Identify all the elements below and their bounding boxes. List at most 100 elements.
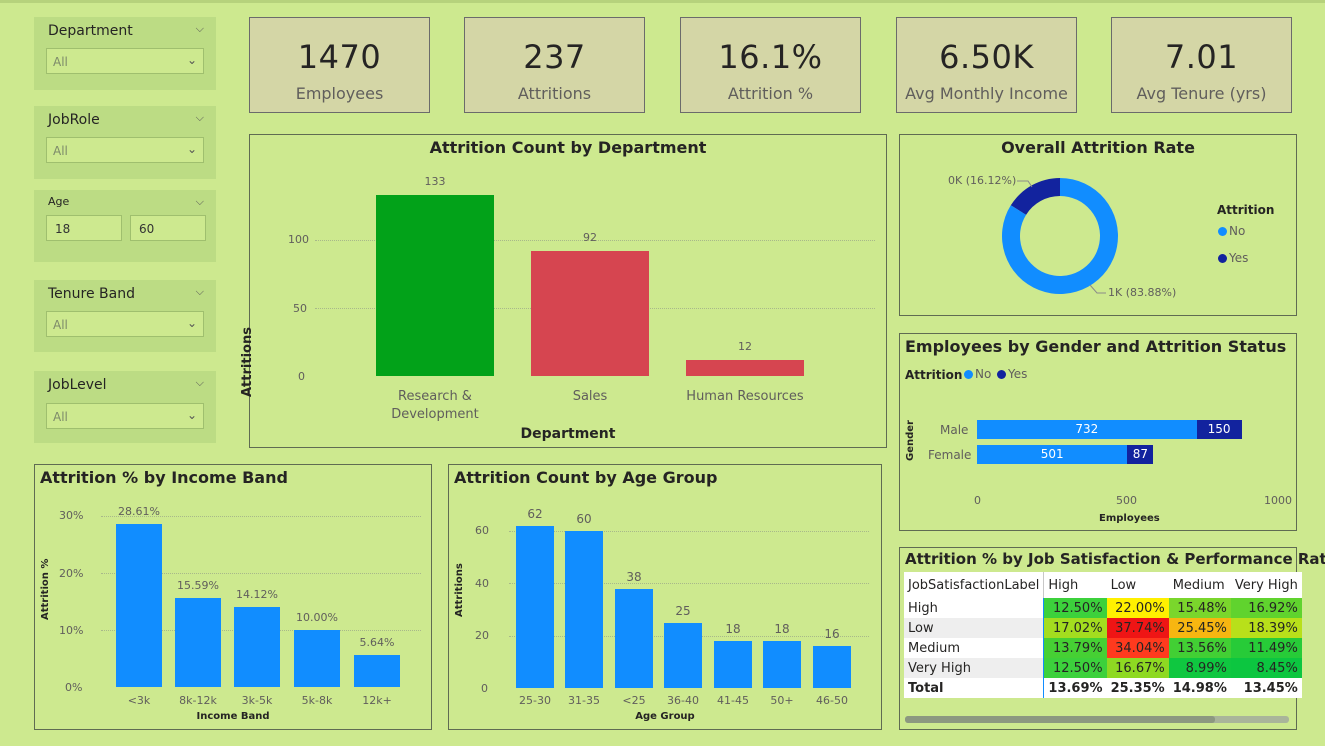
category-label: Development <box>391 407 479 422</box>
bar-gender-yes[interactable]: 87 <box>1127 445 1154 464</box>
chart-attrition-by-age-group[interactable]: Attrition Count by Age Group Attritions … <box>448 464 882 730</box>
bar-age[interactable] <box>565 531 603 688</box>
matrix-row-label[interactable]: Low <box>904 618 1045 638</box>
age-min-input[interactable]: 18 <box>46 215 122 241</box>
legend-no-label[interactable]: No <box>1229 224 1246 238</box>
y-tick: 0 <box>481 682 488 695</box>
bar-age[interactable] <box>763 640 801 688</box>
bar-age[interactable] <box>664 622 702 688</box>
legend-dot-no <box>964 370 973 379</box>
data-label: 15.59% <box>177 579 219 593</box>
slicer-jobrole[interactable]: JobRole ⌵ All ⌄ <box>34 106 216 179</box>
data-label: 12 <box>738 339 752 353</box>
matrix-row-label[interactable]: Very High <box>904 658 1045 678</box>
matrix-total-cell: 14.98% <box>1168 678 1231 698</box>
kpi-employees[interactable]: 1470 Employees <box>249 17 430 113</box>
matrix-col-header[interactable]: High <box>1043 572 1107 598</box>
age-max-input[interactable]: 60 <box>130 215 206 241</box>
legend-dot-yes <box>1218 254 1227 263</box>
matrix-total-cell: 13.45% <box>1230 678 1302 698</box>
tenure-dropdown[interactable]: All ⌄ <box>46 311 204 337</box>
chevron-down-icon: ⌄ <box>186 408 197 422</box>
matrix-cell[interactable]: 17.02% <box>1043 618 1107 638</box>
matrix-col-header[interactable]: Medium <box>1168 572 1231 598</box>
gridline <box>101 516 421 517</box>
bar-income[interactable] <box>175 598 221 687</box>
matrix-cell[interactable]: 16.67% <box>1106 658 1169 678</box>
slicer-age[interactable]: Age ⌵ 18 60 <box>34 190 216 262</box>
chevron-down-icon[interactable]: ⌵ <box>195 195 204 208</box>
matrix-row: Very High 12.50% 16.67% 8.99% 8.45% <box>904 658 1302 678</box>
bar-department[interactable] <box>531 250 649 376</box>
matrix-cell[interactable]: 8.99% <box>1168 658 1231 678</box>
bar-income[interactable] <box>116 523 162 687</box>
chevron-down-icon[interactable]: ⌵ <box>195 285 204 298</box>
matrix-corner-header[interactable]: JobSatisfactionLabel <box>904 572 1045 598</box>
kpi-attritions[interactable]: 237 Attritions <box>464 17 645 113</box>
matrix-cell[interactable]: 16.92% <box>1230 598 1302 618</box>
slicer-department[interactable]: Department ⌵ All ⌄ <box>34 17 216 90</box>
donut-slice-no[interactable] <box>1002 178 1118 294</box>
data-label: 92 <box>583 230 597 244</box>
scrollbar-thumb[interactable] <box>905 716 1215 723</box>
kpi-attrition-pct[interactable]: 16.1% Attrition % <box>680 17 861 113</box>
chart-attrition-by-department[interactable]: Attrition Count by Department Attritions… <box>240 134 887 448</box>
legend-yes-label[interactable]: Yes <box>1008 367 1028 381</box>
matrix-cell[interactable]: 13.79% <box>1043 638 1107 658</box>
matrix-cell[interactable]: 18.39% <box>1230 618 1302 638</box>
matrix-cell[interactable]: 22.00% <box>1106 598 1169 618</box>
kpi-value: 1470 <box>297 38 382 76</box>
kpi-avg-tenure[interactable]: 7.01 Avg Tenure (yrs) <box>1111 17 1292 113</box>
bar-age[interactable] <box>516 525 554 688</box>
matrix-cell[interactable]: 8.45% <box>1230 658 1302 678</box>
bar-income[interactable] <box>354 654 400 687</box>
y-axis-label: Attritions <box>454 563 465 617</box>
slicer-joblevel[interactable]: JobLevel ⌵ All ⌄ <box>34 371 216 443</box>
slicer-department-title: Department <box>48 23 133 39</box>
matrix-cell[interactable]: 15.48% <box>1168 598 1231 618</box>
jobrole-dropdown[interactable]: All ⌄ <box>46 137 204 163</box>
bar-department[interactable] <box>686 359 804 376</box>
matrix-cell[interactable]: 13.56% <box>1168 638 1231 658</box>
bar-age[interactable] <box>813 646 851 688</box>
category-label: 8k-12k <box>179 694 217 707</box>
bar-gender-no[interactable]: 732 <box>977 420 1197 439</box>
matrix-cell[interactable]: 11.49% <box>1230 638 1302 658</box>
chart-overall-attrition-rate[interactable]: Overall Attrition Rate 0K (16.12%) 1K (8… <box>899 134 1297 316</box>
matrix-col-header[interactable]: Very High <box>1230 572 1302 598</box>
joblevel-dropdown[interactable]: All ⌄ <box>46 403 204 429</box>
matrix-cell[interactable]: 12.50% <box>1043 658 1107 678</box>
bar-gender-yes[interactable]: 150 <box>1196 420 1242 439</box>
legend-yes-label[interactable]: Yes <box>1229 251 1249 265</box>
department-dropdown[interactable]: All ⌄ <box>46 48 204 74</box>
horizontal-scrollbar[interactable] <box>905 716 1289 723</box>
bar-gender-no[interactable]: 501 <box>977 445 1128 464</box>
chevron-down-icon[interactable]: ⌵ <box>195 111 204 124</box>
chart-employees-by-gender[interactable]: Employees by Gender and Attrition Status… <box>899 333 1297 531</box>
y-tick: 0% <box>65 681 83 694</box>
matrix-cell[interactable]: 34.04% <box>1106 638 1169 658</box>
chevron-down-icon[interactable]: ⌵ <box>195 22 204 35</box>
matrix-row-label[interactable]: High <box>904 598 1045 618</box>
bar-age[interactable] <box>615 588 653 688</box>
data-label: 5.64% <box>359 635 395 649</box>
matrix-cell[interactable]: 12.50% <box>1043 598 1107 618</box>
bar-age[interactable] <box>714 640 752 688</box>
bar-income[interactable] <box>234 606 280 687</box>
donut-slice-yes[interactable] <box>1010 178 1060 215</box>
chart-attrition-pct-by-income-band[interactable]: Attrition % by Income Band Attrition % 3… <box>34 464 432 730</box>
slicer-tenure-band[interactable]: Tenure Band ⌵ All ⌄ <box>34 280 216 352</box>
matrix-cell[interactable]: 25.45% <box>1168 618 1231 638</box>
bar-income[interactable] <box>294 630 340 687</box>
matrix-col-header[interactable]: Low <box>1106 572 1169 598</box>
kpi-avg-monthly-income[interactable]: 6.50K Avg Monthly Income <box>896 17 1077 113</box>
matrix-row-label[interactable]: Medium <box>904 638 1045 658</box>
matrix-cell[interactable]: 37.74% <box>1106 618 1169 638</box>
legend-no-label[interactable]: No <box>975 367 992 381</box>
chevron-down-icon[interactable]: ⌵ <box>195 376 204 389</box>
category-label: <25 <box>622 694 646 707</box>
matrix-table: JobSatisfactionLabel High Low Medium Ver… <box>904 572 1302 698</box>
bar-department[interactable] <box>376 195 494 376</box>
y-tick: 0 <box>298 370 305 383</box>
leader-line <box>1017 180 1033 188</box>
